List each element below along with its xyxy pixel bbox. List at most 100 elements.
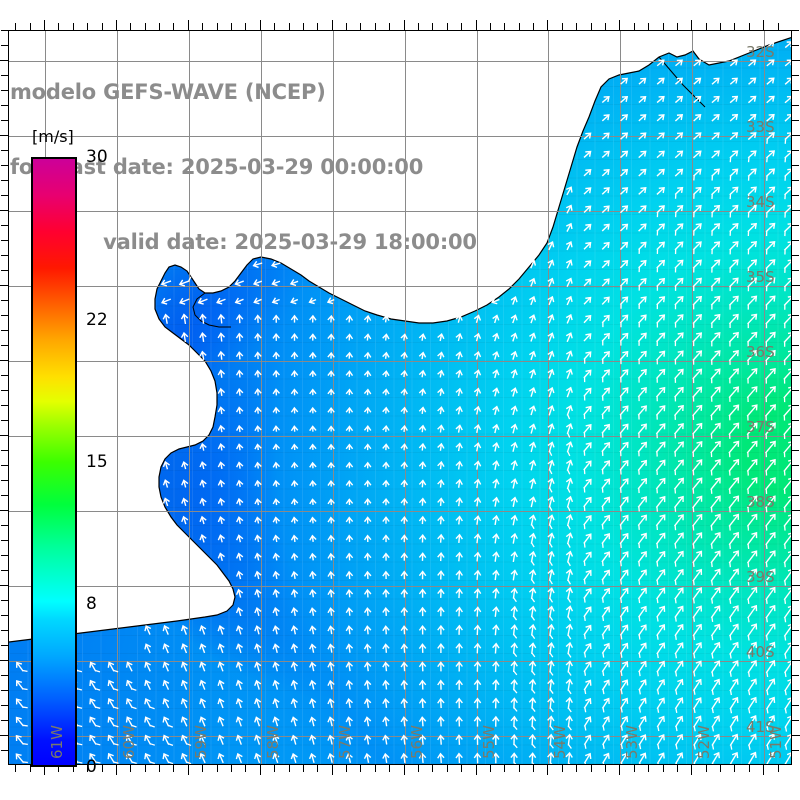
x-axis-label: 57W [335,725,354,759]
x-axis-tick [259,20,261,30]
x-axis-tick [432,23,434,30]
x-axis-tick [29,23,31,30]
x-axis-tick [734,765,736,772]
x-axis-tick [144,765,146,772]
y-axis-tick [792,720,799,721]
x-axis-tick [662,23,664,30]
x-axis-tick [115,765,117,775]
y-axis-label: 38S [746,493,775,511]
x-axis-tick [705,23,707,30]
y-axis-tick [1,75,8,76]
x-axis-tick [734,23,736,30]
graticule-meridian [764,31,766,764]
y-axis-tick [792,240,799,241]
x-axis-tick [489,23,491,30]
y-axis-tick [1,705,8,706]
y-axis-label: 36S [746,343,775,361]
x-axis-tick [317,765,319,772]
x-axis-label: 54W [551,725,570,759]
graticule-meridian [620,31,622,764]
x-axis-tick [101,765,103,772]
x-axis-tick [748,765,750,772]
colorbar: [m/s] 30 22 15 8 0 [14,127,126,777]
y-axis-tick [792,165,799,166]
y-axis-tick [792,180,799,181]
x-axis-tick [216,765,218,772]
y-axis-tick [792,435,800,436]
x-axis-tick [633,765,635,772]
y-axis-tick [792,600,799,601]
y-axis-tick [0,285,8,286]
x-axis-tick [216,23,218,30]
x-axis-tick [547,20,549,30]
y-axis-tick [1,105,8,106]
y-axis-tick [0,210,8,211]
x-axis-tick [15,765,17,772]
x-axis-tick [173,765,175,772]
y-axis-label: 41S [746,718,775,736]
y-axis-tick [1,420,8,421]
y-axis-tick [1,645,8,646]
y-axis-tick [1,615,8,616]
y-axis-tick [1,255,8,256]
y-axis-tick [792,330,799,331]
x-axis-tick [576,765,578,772]
y-axis-tick [792,360,800,361]
colorbar-tick-label: 22 [86,309,108,330]
y-axis-tick [1,720,8,721]
y-axis-tick [1,630,8,631]
x-axis-tick [374,765,376,772]
x-axis-tick [346,765,348,772]
y-axis-tick [1,555,8,556]
y-axis-tick [1,480,8,481]
y-axis-tick [792,120,799,121]
y-axis-tick [1,45,8,46]
x-axis-tick [691,765,693,775]
x-axis-tick [288,23,290,30]
y-axis-tick [1,375,8,376]
x-axis-tick [274,23,276,30]
x-axis-tick [604,23,606,30]
x-axis-tick [417,765,419,772]
x-axis-tick [475,765,477,775]
y-axis-tick [792,645,799,646]
x-axis-tick [720,23,722,30]
y-axis-tick [1,270,8,271]
x-axis-tick [518,23,520,30]
y-axis-tick [0,60,8,61]
x-axis-tick [29,765,31,772]
y-axis-tick [1,675,8,676]
y-axis-tick [792,255,799,256]
y-axis-tick [792,735,800,736]
y-axis-tick [792,150,799,151]
y-axis-tick [792,750,799,751]
x-axis-tick [288,765,290,772]
y-axis-tick [1,570,8,571]
graticule-parallel [9,586,791,587]
graticule-meridian [548,31,550,764]
y-axis-tick [792,540,799,541]
x-axis-tick [763,20,765,30]
x-axis-tick [619,20,621,30]
y-axis-tick [1,390,8,391]
x-axis-tick [633,23,635,30]
x-axis-tick [403,20,405,30]
y-axis-tick [792,510,800,511]
x-axis-tick [619,765,621,775]
x-axis-tick [331,765,333,775]
x-axis-tick [101,23,103,30]
x-axis-label: 56W [407,725,426,759]
x-axis-tick [389,765,391,772]
x-axis-tick [389,23,391,30]
graticule-parallel [9,286,791,287]
graticule-meridian [692,31,694,764]
y-axis-tick [1,165,8,166]
x-axis-tick [144,23,146,30]
graticule-parallel [9,211,791,212]
x-axis-tick [504,23,506,30]
x-axis-tick [72,765,74,772]
y-axis-tick [792,195,799,196]
x-axis-tick [662,765,664,772]
x-axis-tick [187,765,189,775]
y-axis-tick [792,30,799,31]
